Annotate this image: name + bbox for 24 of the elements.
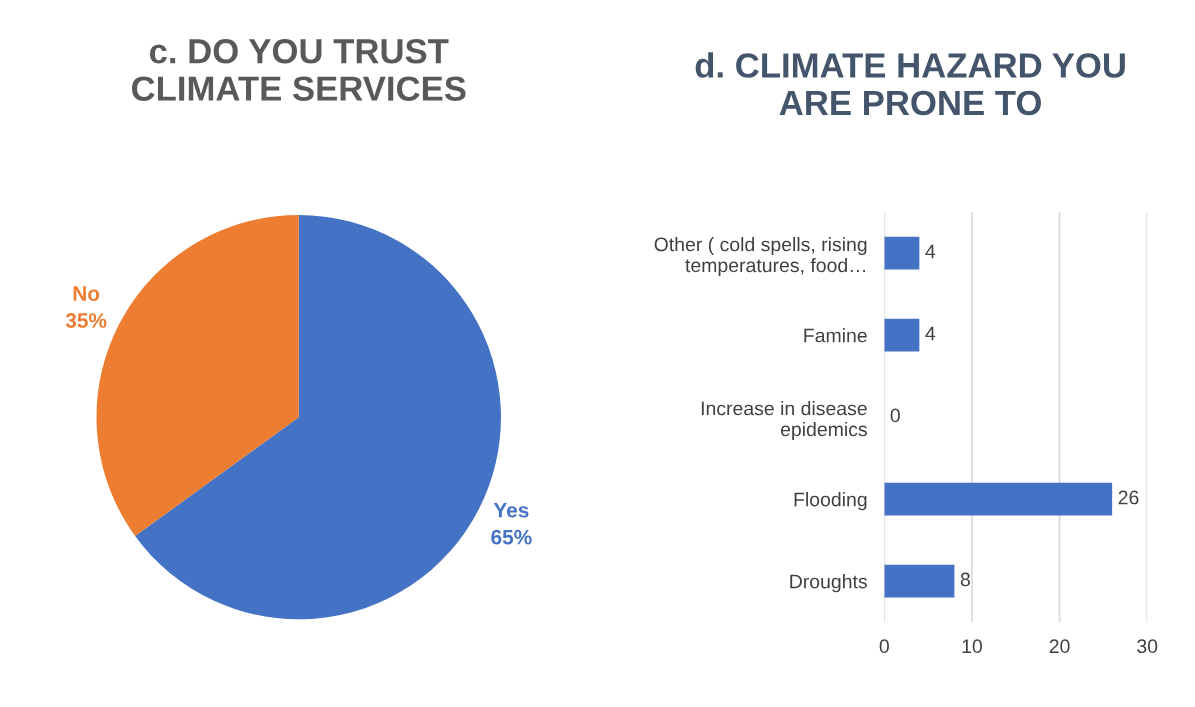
data-label: 4	[925, 244, 936, 259]
bar	[884, 236, 920, 270]
y-tick-label: Other ( cold spells, rising temperatures, food…	[654, 237, 867, 277]
x-tick-label: 0	[879, 639, 889, 654]
data-label: 0	[890, 408, 900, 423]
data-label: 65%	[491, 529, 532, 545]
x-tick-label: 10	[962, 639, 982, 654]
data-label: 8	[960, 572, 970, 587]
data-label: 35%	[65, 313, 107, 328]
y-tick-label: Increase in disease epidemics	[701, 401, 867, 441]
bar	[884, 318, 920, 352]
data-label: 26	[1118, 490, 1139, 505]
chart-title: d. CLIMATE HAZARD YOU ARE PRONE TO	[695, 52, 1125, 116]
data-label: 4	[925, 326, 936, 341]
x-tick-label: 20	[1049, 639, 1070, 654]
y-tick-label: Famine	[804, 328, 867, 343]
bar	[884, 564, 955, 598]
x-tick-label: 30	[1137, 639, 1158, 654]
y-tick-label: Flooding	[794, 492, 867, 511]
slice-label: No	[73, 286, 100, 301]
slice-label: Yes	[493, 503, 529, 518]
chart-title: c. DO YOU TRUST CLIMATE SERVICES	[131, 38, 466, 101]
y-tick-label: Droughts	[790, 574, 867, 593]
bar	[884, 482, 1113, 516]
